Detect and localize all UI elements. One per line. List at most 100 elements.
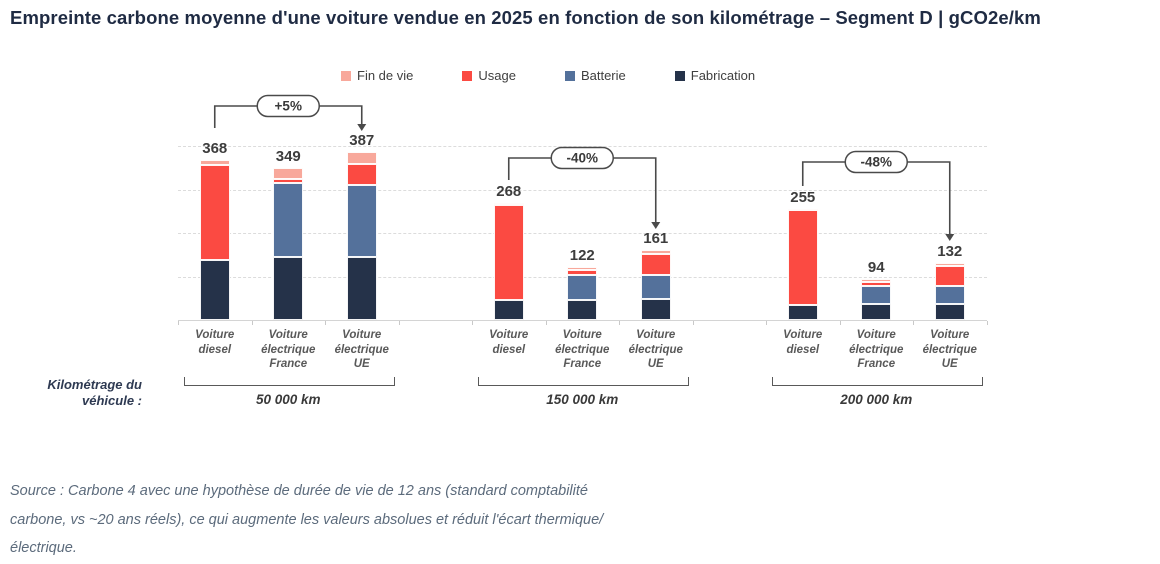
source-note-line: carbone, vs ~20 ans réels), ce qui augme…: [10, 511, 604, 528]
source-note: Source : Carbone 4 avec une hypothèse de…: [10, 477, 710, 563]
bar-total-label: 349: [275, 148, 301, 166]
fabrication-segment: [934, 304, 965, 320]
category-label-voiture-électrique-ue: Voiture électrique UE: [628, 329, 683, 370]
x-axis-tick: [325, 321, 326, 325]
chart-legend: Fin de vie Usage Batterie Fabrication: [341, 68, 755, 83]
legend-item-usage: Usage: [462, 68, 516, 83]
fabrication-segment: [493, 299, 524, 320]
fabrication-segment: [861, 304, 892, 320]
usage-segment: [787, 210, 818, 305]
batterie-segment: [346, 184, 377, 257]
legend-label: Fin de vie: [357, 68, 414, 83]
category-label-voiture-diesel: Voiture diesel: [489, 329, 529, 356]
legend-label: Batterie: [580, 68, 626, 83]
x-axis-tick: [619, 321, 620, 325]
legend-item-fabrication: Fabrication: [674, 68, 756, 83]
annotation-line: [213, 105, 363, 128]
bar-total-label: 268: [496, 183, 522, 201]
usage-segment: [199, 164, 230, 260]
fin-de-vie-segment: [567, 266, 598, 271]
batterie-segment: [934, 286, 965, 305]
fabrication-segment: [199, 259, 230, 320]
usage-swatch-icon: [462, 70, 473, 81]
fin-de-vie-segment: [861, 279, 892, 282]
gridline-200: [178, 233, 987, 234]
fabrication-swatch-icon: [674, 70, 685, 81]
fin-de-vie-segment: [346, 151, 377, 165]
fabrication-segment: [567, 299, 598, 320]
x-axis-tick: [692, 321, 694, 325]
source-note-line: électrique.: [10, 540, 77, 556]
category-label-voiture-électrique-ue: Voiture électrique UE: [334, 329, 389, 370]
group-bracket: [478, 377, 689, 386]
fabrication-segment: [346, 256, 377, 320]
usage-segment: [346, 164, 377, 185]
bar-total-label: 122: [569, 246, 595, 264]
arrowhead-down-icon: [357, 124, 367, 131]
batterie-swatch-icon: [564, 70, 575, 81]
arrowhead-down-icon: [651, 222, 661, 229]
gridline-400: [178, 146, 987, 147]
bar-total-label: 255: [790, 189, 816, 207]
fin-de-vie-swatch-icon: [341, 70, 351, 81]
legend-label: Fabrication: [690, 68, 756, 83]
x-axis-tick: [251, 321, 253, 325]
annotation-pill: [550, 146, 614, 170]
x-axis-tick: [913, 321, 914, 325]
x-axis-tick: [986, 321, 988, 325]
usage-segment: [273, 178, 304, 183]
x-axis-tick: [545, 321, 547, 325]
fin-de-vie-segment: [199, 159, 230, 165]
kilometrage-axis-label-line1: Kilométrage du: [47, 377, 142, 392]
batterie-segment: [640, 274, 671, 300]
batterie-segment: [273, 182, 304, 257]
fin-de-vie-segment: [934, 262, 965, 266]
group-km-label: 50 000 km: [255, 392, 321, 407]
fabrication-segment: [787, 304, 818, 320]
category-label-voiture-électrique-france: Voiture électrique France: [555, 329, 610, 370]
usage-segment: [640, 254, 671, 275]
bar-total-label: 368: [202, 139, 228, 157]
x-axis-tick: [766, 321, 767, 325]
x-axis-tick: [839, 321, 841, 325]
category-label-voiture-diesel: Voiture diesel: [783, 329, 823, 356]
chart-title: Empreinte carbone moyenne d'une voiture …: [10, 7, 1041, 28]
group-bracket: [772, 377, 983, 386]
x-axis: [178, 320, 987, 321]
category-label-voiture-diesel: Voiture diesel: [195, 329, 235, 356]
x-axis-tick: [472, 321, 473, 325]
fin-de-vie-segment: [273, 168, 304, 179]
group-km-label: 150 000 km: [546, 392, 619, 407]
kilometrage-axis-label-line2: véhicule :: [82, 393, 142, 408]
bar-total-label: 132: [937, 242, 963, 260]
legend-item-fin-de-vie: Fin de vie: [341, 68, 413, 83]
bar-total-label: 94: [867, 259, 885, 277]
legend-label: Usage: [478, 68, 516, 83]
fin-de-vie-segment: [640, 249, 671, 255]
category-label-voiture-électrique-ue: Voiture électrique UE: [922, 329, 977, 370]
category-label-voiture-électrique-france: Voiture électrique France: [261, 329, 316, 370]
usage-segment: [861, 281, 892, 287]
arrowhead-down-icon: [945, 234, 955, 241]
fin-de-vie-segment: [493, 203, 524, 206]
bar-total-label: 387: [349, 131, 375, 149]
usage-segment: [934, 265, 965, 287]
x-axis-tick: [178, 321, 179, 325]
legend-item-batterie: Batterie: [564, 68, 626, 83]
annotation-pill: [256, 94, 320, 118]
batterie-segment: [861, 286, 892, 305]
category-label-voiture-électrique-france: Voiture électrique France: [849, 329, 904, 370]
fabrication-segment: [273, 256, 304, 320]
batterie-segment: [567, 274, 598, 300]
group-bracket: [184, 377, 395, 386]
kilometrage-axis-label: Kilométrage du véhicule :: [0, 377, 142, 409]
usage-segment: [567, 270, 598, 275]
group-km-label: 200 000 km: [840, 392, 913, 407]
annotation-label: -40%: [566, 151, 598, 166]
source-note-line: Source : Carbone 4 avec une hypothèse de…: [10, 483, 588, 499]
annotation-label: +5%: [275, 99, 302, 114]
usage-segment: [493, 204, 524, 300]
annotation-label: -48%: [860, 155, 892, 170]
fin-de-vie-segment: [787, 209, 818, 212]
annotation-pill: [844, 150, 908, 174]
